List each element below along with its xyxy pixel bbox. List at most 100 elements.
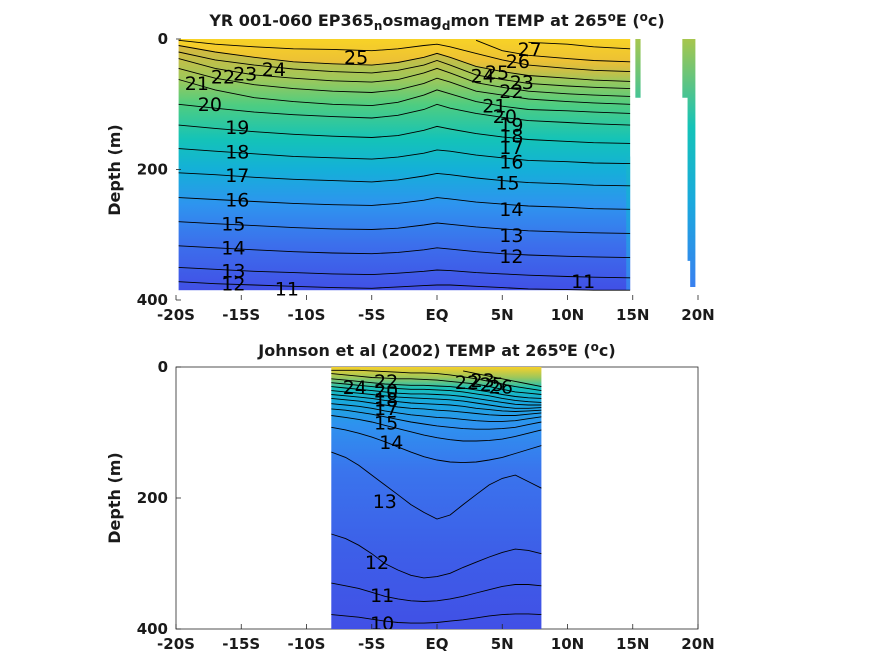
bottom-chart-title: Johnson et al (2002) TEMP at 265oE (oc)	[257, 340, 615, 360]
isotherm-12	[178, 266, 631, 279]
isotherm-22	[331, 382, 542, 403]
title-part: YR 001-060 EP365	[208, 11, 374, 30]
isotherm-20	[331, 390, 542, 409]
top-temperature-field	[178, 39, 631, 291]
title-part: mon TEMP at 265	[450, 11, 607, 30]
bottom-x-ticks: -20S -15S -10S -5S EQ 5N 10N 15N 20N	[157, 624, 715, 653]
isotherm-26	[475, 39, 631, 63]
x-tick-label: -20S	[157, 635, 195, 653]
title-part: E (	[567, 341, 591, 360]
isotherm-22	[178, 58, 631, 97]
x-tick-label: EQ	[426, 635, 449, 653]
x-tick-label: 5N	[491, 306, 514, 324]
bottom-y-ticks: 0 200 400	[137, 358, 181, 638]
isotherm-21	[331, 386, 542, 406]
top-panel: YR 001-060 EP365nosmagdmon TEMP at 265oE…	[105, 10, 715, 324]
isotherm-label: 13	[373, 491, 397, 513]
isotherm-24	[178, 45, 631, 82]
isotherm-label: 24	[471, 65, 495, 87]
isotherm-10	[331, 613, 542, 624]
top-chart-title: YR 001-060 EP365nosmagdmon TEMP at 265oE…	[208, 10, 664, 32]
isotherm-24	[331, 373, 542, 395]
isotherm-18	[331, 397, 542, 416]
isotherm-label: 22	[374, 371, 398, 393]
bottom-isotherm-lines	[331, 369, 542, 624]
isotherm-27	[528, 41, 631, 50]
isotherm-label: 10	[370, 613, 394, 635]
isotherm-label: 15	[374, 413, 398, 435]
isotherm-label: 16	[225, 189, 249, 211]
title-part: o	[591, 340, 599, 354]
isotherm-label: 25	[480, 374, 504, 396]
isotherm-label: 23	[233, 63, 257, 85]
y-tick-label: 200	[137, 161, 168, 179]
isotherm-14	[178, 221, 631, 234]
isotherm-label: 16	[499, 152, 523, 174]
y-tick-label: 0	[158, 30, 168, 48]
isotherm-label: 24	[343, 377, 367, 399]
isotherm-label: 18	[225, 142, 249, 164]
y-tick-label: 400	[137, 620, 168, 638]
isotherm-label: 12	[499, 246, 523, 268]
isotherm-label: 20	[374, 380, 398, 402]
x-tick-label: 20N	[681, 635, 714, 653]
x-tick-label: -20S	[157, 306, 195, 324]
isotherm-20	[178, 79, 631, 114]
isotherm-label: 20	[198, 94, 222, 116]
isotherm-15	[178, 197, 631, 210]
isotherm-label: 24	[262, 59, 286, 81]
title-part: c)	[648, 11, 665, 30]
isotherm-label: 22	[455, 372, 479, 394]
isotherm-label: 27	[518, 39, 542, 61]
isotherm-25	[331, 369, 542, 392]
isotherm-11	[178, 281, 631, 291]
x-tick-label: 5N	[491, 635, 514, 653]
isotherm-label: 12	[221, 274, 245, 296]
title-part: c)	[599, 341, 616, 360]
title-part: n	[374, 19, 383, 33]
x-tick-label: -15S	[222, 635, 260, 653]
isotherm-label: 11	[370, 585, 394, 607]
isotherm-25	[178, 39, 631, 73]
isotherm-11	[331, 582, 542, 602]
isotherm-label: 26	[489, 377, 513, 399]
isotherm-label: 19	[499, 114, 523, 136]
isotherm-label: 23	[510, 72, 534, 94]
x-tick-label: -15S	[222, 306, 260, 324]
title-part: o	[559, 340, 567, 354]
isotherm-label: 18	[499, 125, 523, 147]
x-tick-label: -5S	[358, 306, 385, 324]
y-tick-label: 400	[137, 291, 168, 309]
top-warm-pool	[178, 39, 631, 82]
isotherm-13	[178, 245, 631, 259]
y-tick-label: 0	[158, 358, 168, 376]
isotherm-label: 13	[499, 225, 523, 247]
isotherm-label: 23	[471, 370, 495, 392]
isotherm-13	[331, 451, 542, 520]
isotherm-label: 14	[379, 432, 403, 454]
title-part: o	[640, 10, 648, 24]
bottom-y-axis-label: Depth (m)	[105, 452, 124, 544]
isotherm-21	[178, 67, 631, 105]
isotherm-16	[178, 172, 631, 187]
x-tick-label: 15N	[616, 635, 649, 653]
isotherm-label: 26	[506, 51, 530, 73]
isotherm-label: 25	[344, 47, 368, 69]
x-tick-label: EQ	[426, 306, 449, 324]
isotherm-label: 17	[225, 165, 249, 187]
isotherm-label: 19	[225, 117, 249, 139]
isotherm-label: 11	[275, 279, 299, 301]
isotherm-label: 14	[499, 199, 523, 221]
isotherm-12	[331, 533, 542, 579]
isotherm-label: 13	[221, 260, 245, 282]
isotherm-23	[331, 378, 542, 399]
x-tick-label: 20N	[681, 306, 714, 324]
top-coastal-strip	[626, 39, 696, 291]
isotherm-label: 18	[374, 390, 398, 412]
isotherm-label: 22	[211, 67, 235, 89]
isotherm-label: 14	[221, 238, 245, 260]
